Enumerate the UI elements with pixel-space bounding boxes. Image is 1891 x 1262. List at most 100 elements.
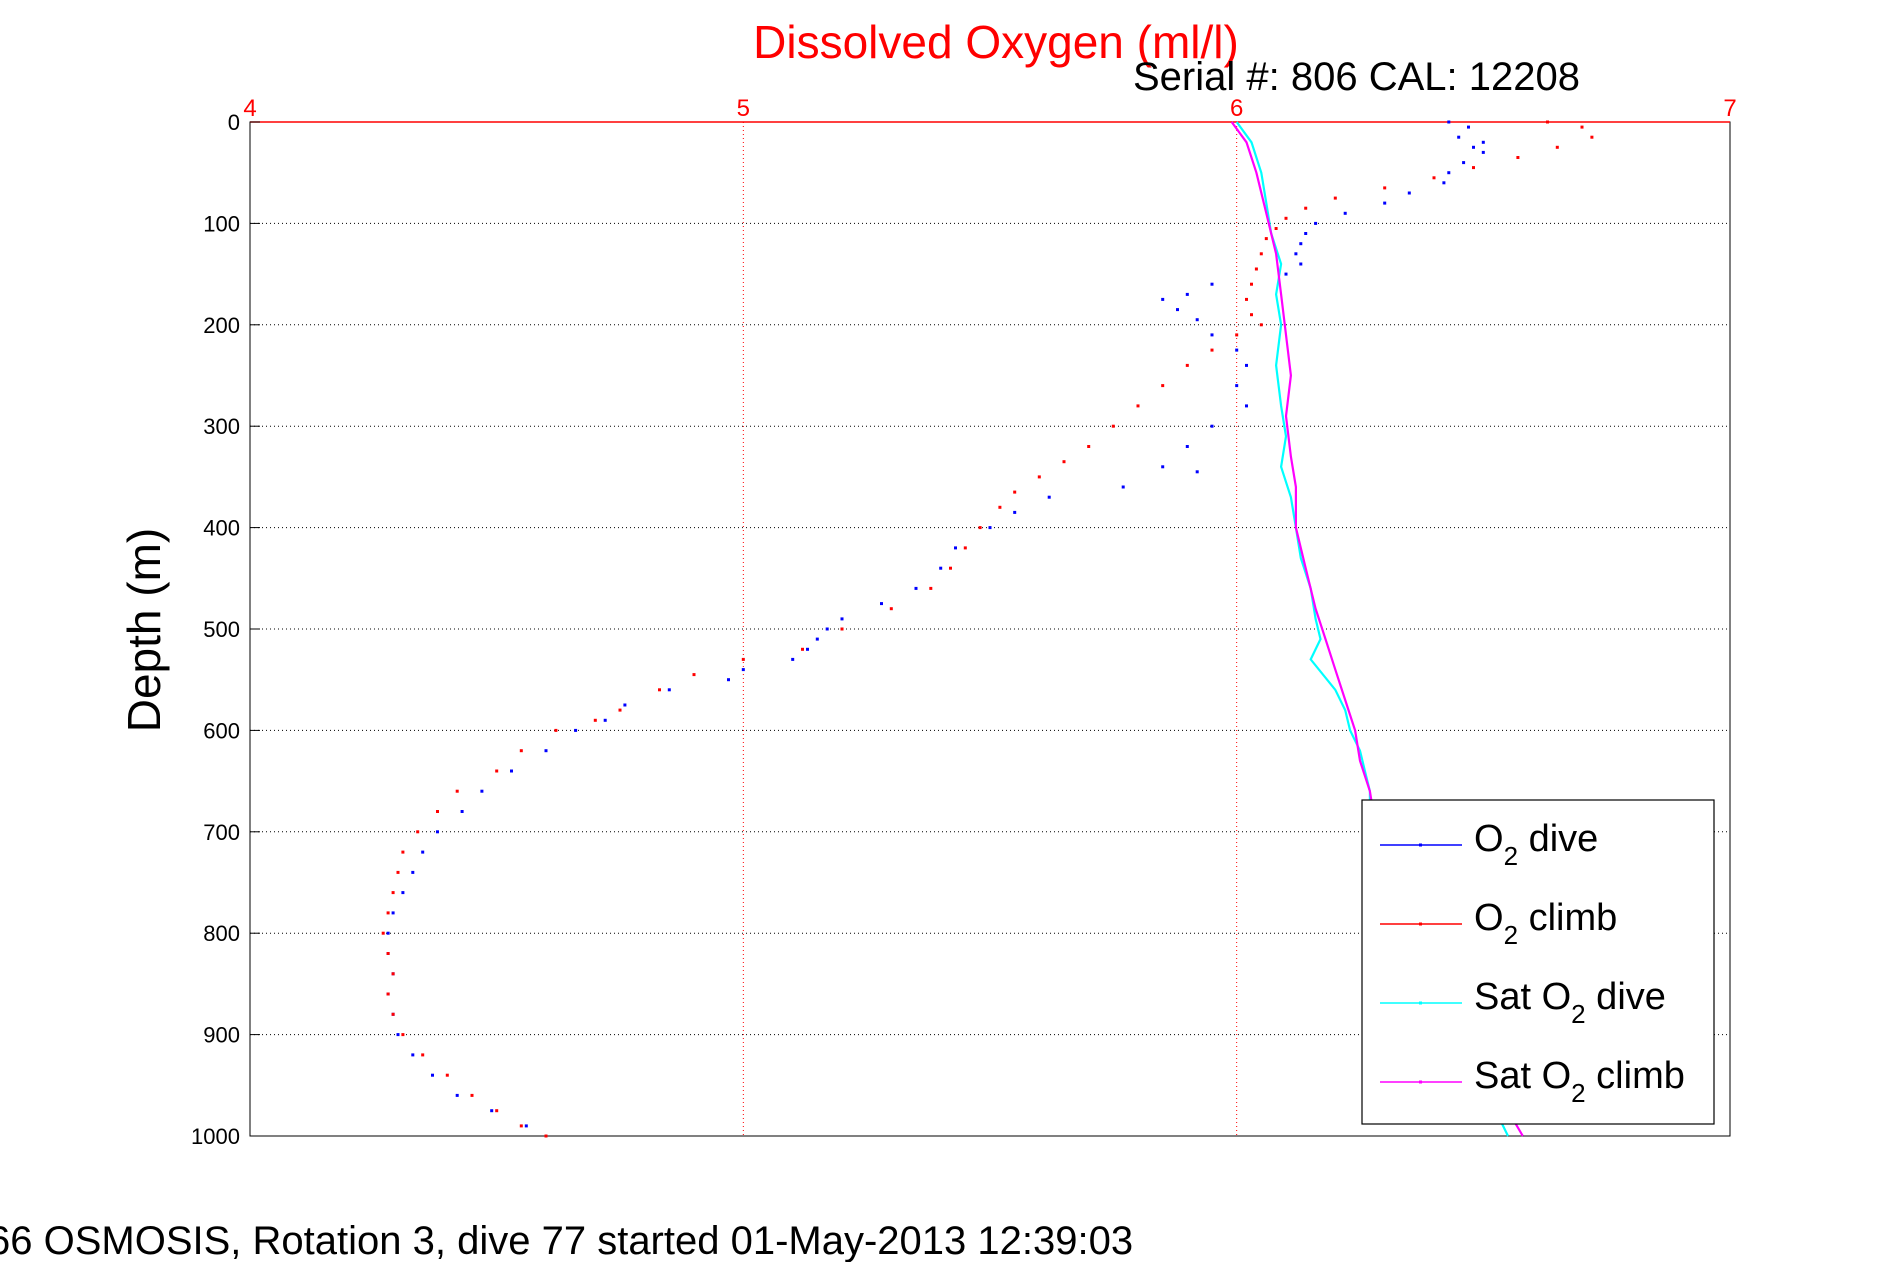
data-point-o2-climb bbox=[1250, 313, 1253, 317]
data-point-o2-dive bbox=[1447, 171, 1451, 175]
chart-subtitle: Serial #: 806 CAL: 12208 bbox=[1133, 55, 1580, 99]
y-tick-label: 0 bbox=[228, 110, 240, 135]
legend-swatch-marker bbox=[1419, 1001, 1422, 1005]
data-point-o2-dive bbox=[1304, 232, 1308, 235]
data-point-o2-dive bbox=[386, 931, 390, 935]
data-point-o2-climb bbox=[436, 810, 439, 813]
data-point-o2-dive bbox=[954, 546, 957, 550]
data-point-o2-dive bbox=[411, 870, 415, 874]
legend-label-main: O bbox=[1474, 818, 1504, 860]
data-point-o2-dive bbox=[623, 703, 627, 707]
data-point-o2-dive bbox=[396, 1033, 400, 1037]
y-tick-label: 900 bbox=[203, 1023, 240, 1048]
data-point-o2-climb bbox=[1516, 156, 1520, 159]
x-tick-label: 7 bbox=[1723, 95, 1736, 122]
data-point-o2-climb bbox=[401, 1033, 405, 1037]
data-point-o2-climb bbox=[1161, 384, 1165, 388]
series-o2-climb bbox=[381, 120, 1594, 1138]
data-point-o2-climb bbox=[1432, 176, 1436, 180]
legend-label-rest: climb bbox=[1586, 1055, 1685, 1097]
data-point-o2-dive bbox=[1013, 510, 1017, 514]
y-tick-label: 200 bbox=[203, 313, 240, 338]
data-point-o2-dive bbox=[988, 526, 992, 530]
data-point-o2-dive bbox=[1176, 308, 1179, 312]
x-tick-label: 4 bbox=[243, 95, 256, 122]
data-point-o2-climb bbox=[391, 891, 395, 895]
legend-label-rest: climb bbox=[1518, 897, 1617, 939]
data-point-o2-climb bbox=[445, 1073, 449, 1077]
data-point-o2-dive bbox=[914, 586, 918, 590]
data-point-o2-dive bbox=[1299, 262, 1303, 266]
data-point-o2-dive bbox=[524, 1124, 528, 1128]
data-point-o2-climb bbox=[1210, 348, 1214, 352]
data-point-o2-dive bbox=[825, 627, 829, 631]
data-point-o2-dive bbox=[939, 566, 943, 570]
legend-label: Sat O2 climb bbox=[1474, 1055, 1685, 1108]
legend-swatch-marker bbox=[1419, 1080, 1422, 1084]
x-tick-label: 6 bbox=[1230, 95, 1243, 122]
data-point-o2-climb bbox=[1274, 227, 1278, 230]
data-point-o2-dive bbox=[1185, 292, 1189, 296]
data-point-o2-climb bbox=[495, 769, 499, 773]
data-point-o2-dive bbox=[1481, 150, 1485, 154]
data-point-o2-climb bbox=[391, 1012, 395, 1016]
legend-label-main: Sat O bbox=[1474, 1055, 1571, 1097]
data-point-o2-dive bbox=[1161, 465, 1165, 469]
data-point-o2-climb bbox=[1264, 237, 1268, 241]
data-point-o2-dive bbox=[480, 789, 484, 793]
data-point-o2-climb bbox=[1235, 333, 1239, 337]
data-point-o2-climb bbox=[1136, 404, 1140, 408]
data-point-o2-climb bbox=[1304, 206, 1308, 210]
data-point-o2-climb bbox=[1013, 490, 1017, 494]
data-point-o2-climb bbox=[386, 952, 390, 955]
legend-label-subscript: 2 bbox=[1504, 920, 1518, 950]
data-point-o2-dive bbox=[791, 657, 795, 661]
chart-title: Dissolved Oxygen (ml/l) bbox=[753, 16, 1239, 68]
data-point-o2-climb bbox=[381, 931, 385, 935]
legend-label-rest: dive bbox=[1518, 818, 1598, 860]
data-point-o2-dive bbox=[1462, 161, 1466, 165]
data-point-o2-dive bbox=[1195, 470, 1199, 474]
data-point-o2-dive bbox=[431, 1073, 434, 1077]
data-point-o2-climb bbox=[840, 627, 844, 631]
data-point-o2-climb bbox=[692, 673, 696, 677]
data-point-o2-climb bbox=[1111, 424, 1115, 428]
data-point-o2-climb bbox=[1383, 186, 1387, 190]
data-point-o2-climb bbox=[963, 546, 967, 550]
data-point-o2-dive bbox=[411, 1053, 415, 1057]
data-point-o2-climb bbox=[396, 870, 400, 874]
data-point-o2-dive bbox=[490, 1109, 494, 1113]
data-point-o2-climb bbox=[1259, 323, 1263, 327]
legend-label-main: Sat O bbox=[1474, 976, 1571, 1018]
x-tick-labels: 4 5 6 7 bbox=[243, 95, 1736, 122]
data-point-o2-climb bbox=[978, 526, 982, 530]
data-point-o2-dive bbox=[1185, 445, 1189, 448]
y-tick-label: 100 bbox=[203, 211, 240, 236]
data-point-o2-dive bbox=[1407, 191, 1411, 195]
data-point-o2-climb bbox=[519, 749, 523, 753]
data-point-o2-dive bbox=[1245, 363, 1248, 367]
data-point-o2-dive bbox=[1294, 252, 1298, 256]
data-point-o2-climb bbox=[1087, 445, 1091, 448]
series-o2-dive bbox=[386, 120, 1485, 1138]
data-point-o2-climb bbox=[495, 1109, 499, 1113]
data-point-o2-dive bbox=[840, 617, 844, 621]
data-point-o2-climb bbox=[386, 911, 390, 915]
y-tick-label: 700 bbox=[203, 820, 240, 845]
data-point-o2-dive bbox=[1467, 125, 1470, 129]
data-point-o2-dive bbox=[544, 749, 548, 753]
data-point-o2-climb bbox=[949, 566, 952, 570]
data-point-o2-climb bbox=[801, 647, 804, 651]
data-point-o2-climb bbox=[1185, 363, 1189, 367]
data-point-o2-dive bbox=[806, 647, 809, 651]
data-point-o2-climb bbox=[1259, 252, 1263, 256]
data-point-o2-dive bbox=[436, 830, 439, 834]
legend-box bbox=[1361, 799, 1715, 1125]
legend-swatch-marker bbox=[1419, 922, 1422, 926]
data-point-o2-climb bbox=[593, 718, 597, 722]
data-point-o2-climb bbox=[1284, 216, 1288, 220]
data-point-o2-climb bbox=[1546, 120, 1549, 124]
data-point-o2-dive bbox=[1314, 221, 1318, 225]
